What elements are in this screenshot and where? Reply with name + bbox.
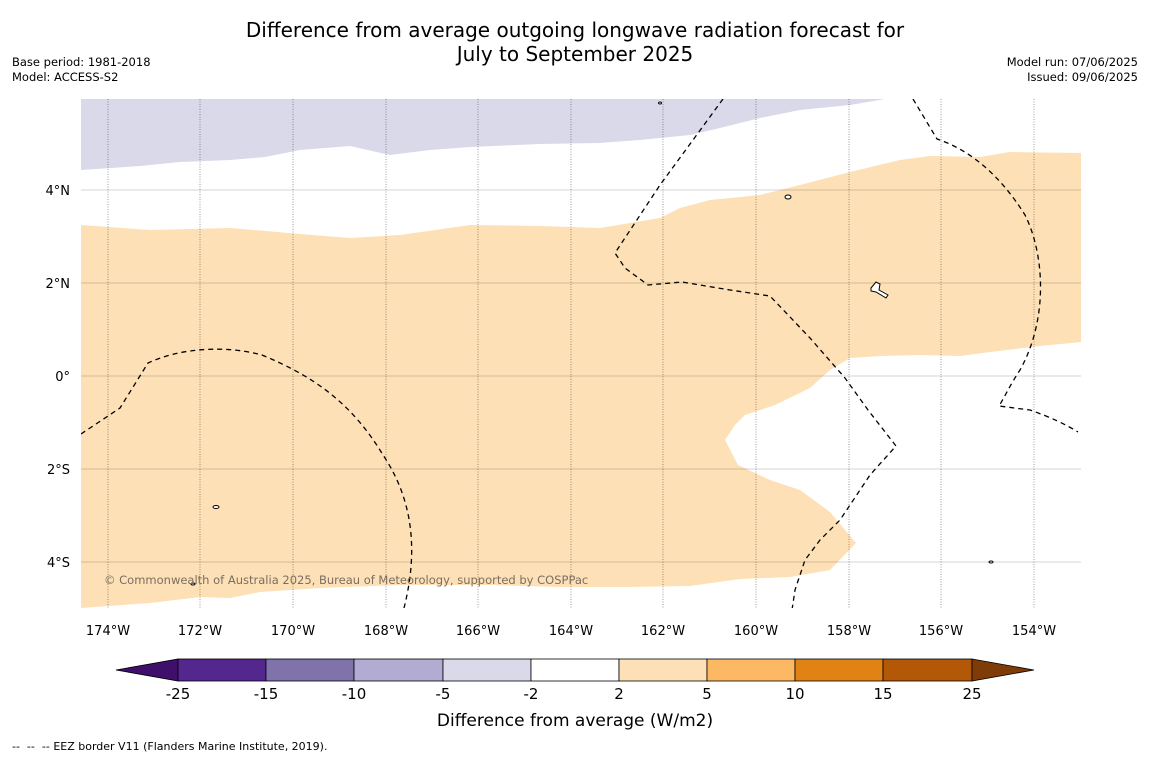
model-name: Model: ACCESS-S2 bbox=[12, 70, 119, 84]
model-run: Model run: 07/06/2025 bbox=[1006, 55, 1138, 69]
positive-anomaly-region bbox=[81, 152, 1081, 608]
negative-anomaly-region bbox=[81, 99, 885, 170]
lon-label-170w: 170°W bbox=[271, 624, 315, 639]
colorbar-tick-1: -15 bbox=[254, 685, 279, 703]
lon-label-166w: 166°W bbox=[456, 624, 500, 639]
colorbar-tick-9: 25 bbox=[962, 685, 981, 703]
lon-label-172w: 172°W bbox=[178, 624, 222, 639]
colorbar-bin-2-5 bbox=[618, 658, 708, 682]
eez-borders bbox=[81, 99, 1079, 608]
base-period: Base period: 1981-2018 bbox=[12, 55, 151, 69]
lon-label-160w: 160°W bbox=[734, 624, 778, 639]
map-area bbox=[81, 99, 1081, 608]
colorbar-bin-minus10-minus5 bbox=[353, 658, 444, 682]
colorbar-tick-3: -5 bbox=[436, 685, 451, 703]
lat-label-4s: 4°S bbox=[47, 556, 70, 571]
islands bbox=[190, 101, 994, 586]
lon-label-154w: 154°W bbox=[1012, 624, 1056, 639]
issued-date: Issued: 09/06/2025 bbox=[1027, 70, 1138, 84]
island-bottom-left bbox=[190, 582, 196, 586]
island-south-west bbox=[212, 505, 220, 509]
lon-label-164w: 164°W bbox=[549, 624, 593, 639]
colorbar-bin-15-25 bbox=[882, 658, 973, 682]
lon-label-156w: 156°W bbox=[919, 624, 963, 639]
island-top bbox=[658, 101, 662, 105]
lon-label-162w: 162°W bbox=[641, 624, 685, 639]
eez-legend-text: EEZ border V11 (Flanders Marine Institut… bbox=[53, 740, 328, 753]
colorbar-tick-labels: -25 -15 -10 -5 -2 2 5 10 15 25 bbox=[166, 685, 982, 703]
copyright-notice: © Commonwealth of Australia 2025, Bureau… bbox=[104, 573, 588, 587]
lat-label-2s: 2°S bbox=[47, 463, 70, 478]
lat-label-4n: 4°N bbox=[46, 184, 71, 199]
colorbar-bin-minus5-minus2 bbox=[442, 658, 532, 682]
longitude-labels: 174°W 172°W 170°W 168°W 166°W 164°W 162°… bbox=[86, 624, 1056, 639]
colorbar-bin-5-10 bbox=[706, 658, 796, 682]
lon-label-174w: 174°W bbox=[86, 624, 130, 639]
latitude-gridlines bbox=[81, 189, 1081, 563]
map-title: Difference from average outgoing longwav… bbox=[0, 18, 1150, 66]
colorbar bbox=[115, 658, 1035, 682]
colorbar-tick-8: 15 bbox=[873, 685, 892, 703]
meta-left: Base period: 1981-2018 Model: ACCESS-S2 bbox=[12, 55, 151, 85]
colorbar-extend-low bbox=[115, 658, 179, 682]
title-line-2: July to September 2025 bbox=[456, 42, 694, 66]
eez-border-central bbox=[614, 99, 897, 608]
lat-label-2n: 2°N bbox=[46, 277, 71, 292]
island-north-east bbox=[784, 194, 792, 200]
footer-legend: -- -- -- EEZ border V11 (Flanders Marine… bbox=[12, 740, 327, 753]
colorbar-tick-6: 5 bbox=[702, 685, 712, 703]
title-line-1: Difference from average outgoing longwav… bbox=[245, 18, 905, 42]
colorbar-bin-minus15-minus10 bbox=[265, 658, 355, 682]
latitude-labels: 4°N 2°N 0° 2°S 4°S bbox=[46, 184, 71, 571]
eez-border-east bbox=[912, 99, 1079, 433]
lon-label-168w: 168°W bbox=[364, 624, 408, 639]
colorbar-tick-7: 10 bbox=[785, 685, 804, 703]
colorbar-tick-0: -25 bbox=[166, 685, 191, 703]
colorbar-title: Difference from average (W/m2) bbox=[437, 711, 713, 731]
eez-legend-symbol: -- -- -- bbox=[12, 740, 50, 753]
lat-label-0: 0° bbox=[55, 370, 70, 385]
island-east bbox=[988, 560, 994, 564]
colorbar-tick-2: -10 bbox=[342, 685, 367, 703]
colorbar-bin-10-15 bbox=[794, 658, 884, 682]
meta-right: Model run: 07/06/2025 Issued: 09/06/2025 bbox=[1007, 55, 1138, 85]
eez-border-west bbox=[81, 348, 413, 608]
colorbar-tick-5: 2 bbox=[614, 685, 624, 703]
island-kiritimati bbox=[870, 281, 889, 299]
colorbar-bin-minus25-minus15 bbox=[177, 658, 267, 682]
colorbar-bin-minus2-2 bbox=[530, 658, 620, 682]
colorbar-tick-4: -2 bbox=[524, 685, 539, 703]
colorbar-extend-high bbox=[971, 658, 1035, 682]
lon-label-158w: 158°W bbox=[827, 624, 871, 639]
